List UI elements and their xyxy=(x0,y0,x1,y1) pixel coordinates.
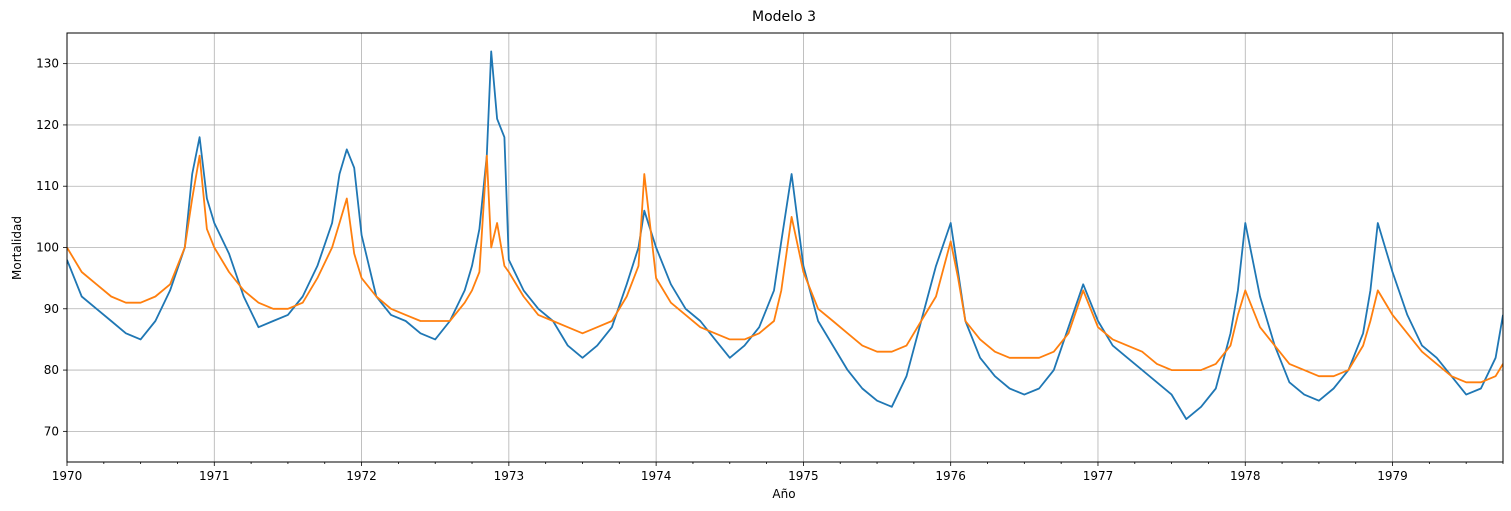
x-tick-label: 1975 xyxy=(788,469,819,483)
x-axis-ticks: 1970 1971 1972 1973 1974 1975 1976 1977 1978 1979 xyxy=(52,462,1504,483)
x-tick-label: 1978 xyxy=(1230,469,1261,483)
x-tick-label: 1972 xyxy=(346,469,377,483)
x-tick-label: 1977 xyxy=(1083,469,1114,483)
x-tick-label: 1970 xyxy=(52,469,83,483)
grid xyxy=(66,33,1503,462)
series-line-1 xyxy=(67,50,1503,421)
x-tick-label: 1971 xyxy=(199,469,230,483)
y-axis-ticks: 70 80 90 100 110 120 130 xyxy=(36,57,67,438)
y-tick-label: 70 xyxy=(44,424,59,438)
y-tick-label: 90 xyxy=(44,302,59,316)
x-tick-label: 1979 xyxy=(1377,469,1408,483)
y-tick-label: 80 xyxy=(44,363,59,377)
series-lines xyxy=(67,50,1503,421)
chart-title: Modelo 3 xyxy=(752,9,816,25)
y-tick-label: 120 xyxy=(36,118,59,132)
y-tick-label: 110 xyxy=(36,179,59,193)
series-line-2 xyxy=(67,154,1503,384)
y-tick-label: 130 xyxy=(36,57,59,71)
y-axis-label: Mortalidad xyxy=(10,216,24,280)
x-axis-label: Año xyxy=(772,487,795,501)
x-tick-label: 1976 xyxy=(935,469,966,483)
x-tick-label: 1974 xyxy=(641,469,672,483)
x-tick-label: 1973 xyxy=(494,469,525,483)
y-tick-label: 100 xyxy=(36,241,59,255)
